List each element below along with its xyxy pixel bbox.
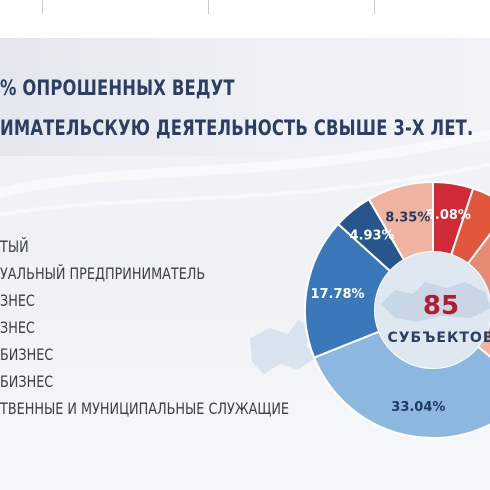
russia-map-shape (381, 282, 490, 322)
legend-item: ЗНЕС (0, 291, 35, 310)
legend-item: БИЗНЕС (0, 345, 54, 364)
top-divider (42, 0, 43, 14)
slice-label: 4.93% (349, 229, 394, 244)
legend-item: ТВЕННЫЕ И МУНИЦИПАЛЬНЫЕ СЛУЖАЩИЕ (0, 399, 290, 418)
slice-label: 17.78% (310, 287, 364, 302)
top-divider (208, 0, 209, 14)
slice-label: 5.08% (426, 208, 471, 223)
title-line-2: ИМАТЕЛЬСКУЮ ДЕЯТЕЛЬНОСТЬ СВЫШЕ 3-Х ЛЕТ. (0, 116, 474, 140)
map-outline (250, 320, 318, 374)
legend-item: БИЗНЕС (0, 372, 54, 391)
legend: ТЫЙ УАЛЬНЫЙ ПРЕДПРИНИМАТЕЛЬ ЗНЕС ЗНЕС БИ… (0, 233, 361, 422)
header-band (0, 38, 490, 156)
donut-slice-labels: 5.08%133.04%17.78%4.93%8.35% (310, 208, 471, 415)
legend-item: ЗНЕС (0, 318, 35, 337)
slice-label: 33.04% (391, 400, 445, 415)
background-swoosh (0, 129, 490, 374)
legend-item: УАЛЬНЫЙ ПРЕДПРИНИМАТЕЛЬ (0, 264, 206, 283)
legend-item: ТЫЙ (0, 237, 29, 256)
presentation-slide: % ОПРОШЕННЫХ ВЕДУТ ИМАТЕЛЬСКУЮ ДЕЯТЕЛЬНО… (0, 38, 490, 490)
donut-slice (476, 296, 490, 358)
center-label: СУБЪЕКТОВ (387, 330, 490, 346)
browser-top-strip (0, 0, 490, 38)
donut-slices (304, 180, 490, 439)
center-number: 85 (423, 291, 459, 321)
slice-label: 8.35% (385, 210, 430, 225)
donut-chart: 5.08%133.04%17.78%4.93%8.35% 85 СУБЪЕКТО… (304, 180, 490, 439)
top-divider (374, 0, 375, 14)
slide-title: % ОПРОШЕННЫХ ВЕДУТ ИМАТЕЛЬСКУЮ ДЕЯТЕЛЬНО… (0, 68, 473, 148)
donut-slice (312, 330, 490, 439)
title-line-1: % ОПРОШЕННЫХ ВЕДУТ (0, 76, 235, 100)
